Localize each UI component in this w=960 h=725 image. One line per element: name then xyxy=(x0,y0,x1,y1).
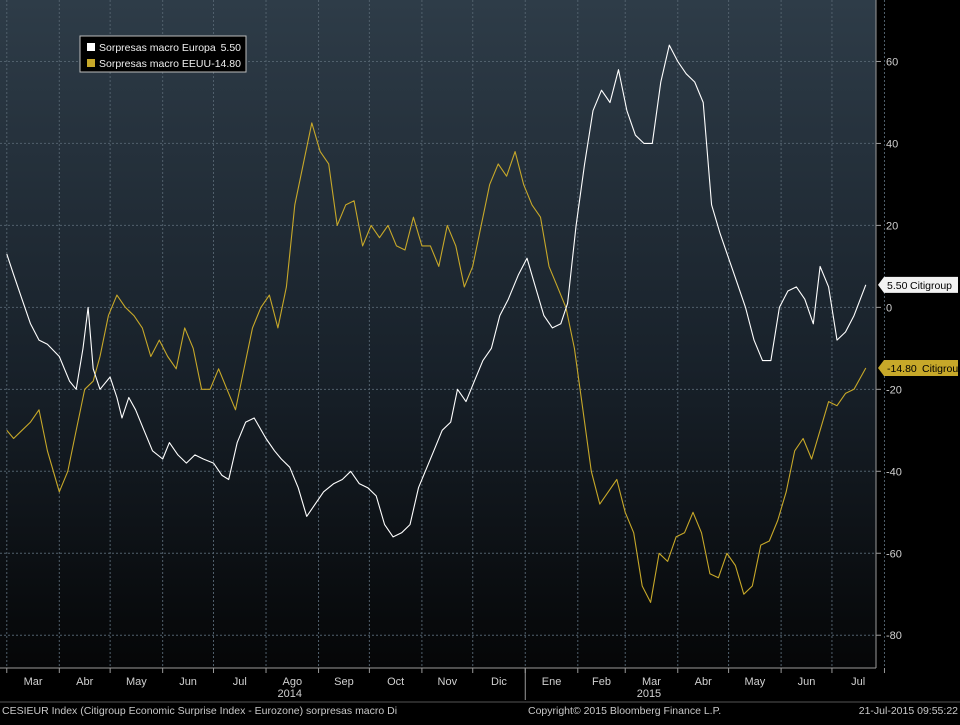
x-tick-label: Ene xyxy=(542,676,562,688)
x-tick-label: Jul xyxy=(233,676,247,688)
y-tick-label: -20 xyxy=(886,384,902,396)
x-tick-label: Jun xyxy=(179,676,197,688)
x-tick-label: May xyxy=(126,676,147,688)
y-tick-label: 40 xyxy=(886,138,898,150)
legend-value-europa: 5.50 xyxy=(221,42,242,54)
y-tick-label: 20 xyxy=(886,220,898,232)
x-tick-label: Dic xyxy=(491,676,507,688)
legend-value-eeuu: -14.80 xyxy=(211,58,241,70)
x-tick-label: Jun xyxy=(798,676,816,688)
x-tick-label: Mar xyxy=(24,676,43,688)
x-tick-label: Jul xyxy=(851,676,865,688)
series-layer xyxy=(6,44,867,603)
legend-label-eeuu: Sorpresas macro EEUU xyxy=(99,58,211,70)
legend-swatch-europa xyxy=(87,43,95,51)
tag-europa-source: Citigroup xyxy=(910,280,952,292)
x-tick-label: Oct xyxy=(387,676,404,688)
y-axis-ticks: 60 40 20 0 -20 -40 -60 -80 xyxy=(876,56,902,642)
y-tick-label: -40 xyxy=(886,466,902,478)
x-tick-label: Mar xyxy=(642,676,661,688)
legend: Sorpresas macro Europa 5.50 Sorpresas macr… xyxy=(79,35,247,73)
tag-europa-value: 5.50 xyxy=(887,280,908,292)
footer-index-description: CESIEUR Index (Citigroup Economic Surpri… xyxy=(2,705,397,717)
year-label: 2014 xyxy=(277,688,301,700)
footer-copyright: Copyright© 2015 Bloomberg Finance L.P. xyxy=(528,705,721,717)
series-line-europa xyxy=(6,44,867,538)
x-tick-label: Nov xyxy=(438,676,458,688)
legend-box xyxy=(79,35,247,73)
x-tick-label: Ago xyxy=(282,676,302,688)
x-tick-label: Sep xyxy=(334,676,354,688)
x-tick-label: Feb xyxy=(592,676,611,688)
x-tick-label: May xyxy=(744,676,765,688)
y-tick-label: -80 xyxy=(886,630,902,642)
year-label: 2015 xyxy=(637,688,661,700)
series-line-eeuu xyxy=(6,122,867,603)
y-tick-label: -60 xyxy=(886,548,902,560)
x-axis-ticks: Mar Abr May Jun Jul Ago Sep Oct Nov Dic Ene Feb Mar A… xyxy=(6,668,885,700)
y-tick-label: 0 xyxy=(886,302,892,314)
legend-swatch-eeuu xyxy=(87,59,95,67)
plot-background xyxy=(0,0,876,668)
tag-europa-box xyxy=(878,276,958,293)
footer-timestamp: 21-Jul-2015 09:55:22 xyxy=(859,705,958,717)
legend-label-europa: Sorpresas macro Europa xyxy=(99,42,216,54)
tag-eeuu-value: -14.80 xyxy=(887,363,917,375)
y-tick-label: 60 xyxy=(886,56,898,68)
x-tick-label: Abr xyxy=(695,676,712,688)
x-tick-label: Abr xyxy=(76,676,93,688)
tag-eeuu-box xyxy=(878,360,958,377)
tag-eeuu-source: Citigroup xyxy=(922,363,960,375)
last-value-tags: 5.50 Citigroup-14.80 Citigroup xyxy=(878,276,960,377)
